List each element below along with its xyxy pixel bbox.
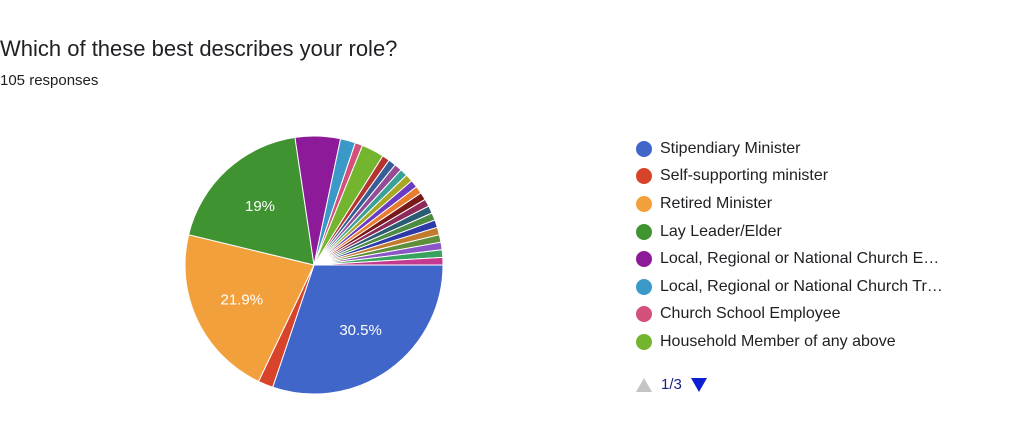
chart-legend: Stipendiary Minister Self-supporting mini…: [636, 135, 943, 356]
legend-swatch: [636, 140, 652, 157]
triangle-down-icon[interactable]: [690, 377, 707, 392]
pie-slice[interactable]: [184, 234, 315, 383]
legend-swatch: [636, 333, 652, 350]
legend-swatch: [636, 306, 652, 323]
legend-swatch: [636, 278, 652, 295]
response-count: 105 responses: [0, 72, 99, 89]
legend-swatch: [636, 251, 652, 268]
legend-item: Lay Leader/Elder: [636, 218, 943, 246]
legend-label: Lay Leader/Elder: [660, 222, 782, 240]
triangle-up-icon[interactable]: [636, 377, 652, 392]
pie-chart: 30.5% 21.9% 19%: [184, 135, 444, 395]
pager-label: 1/3: [661, 376, 682, 393]
legend-item: Church School Employee: [636, 301, 943, 329]
pie-slice[interactable]: [188, 136, 315, 266]
slice-percent-label: 19%: [245, 198, 275, 215]
legend-label: Retired Minister: [660, 194, 773, 212]
slice-percent-label: 21.9%: [221, 291, 264, 308]
legend-label: Local, Regional or National Church E…: [660, 250, 940, 268]
legend-item: Self-supporting minister: [636, 163, 943, 191]
legend-item: Local, Regional or National Church E…: [636, 245, 943, 273]
legend-swatch: [636, 168, 652, 185]
legend-label: Stipendiary Minister: [660, 139, 801, 157]
legend-item: Stipendiary Minister: [636, 135, 943, 163]
legend-label: Local, Regional or National Church Tr…: [660, 277, 943, 295]
legend-item: Retired Minister: [636, 190, 943, 218]
legend-swatch: [636, 223, 652, 240]
pie-slice[interactable]: [272, 264, 444, 395]
slice-percent-label: 30.5%: [339, 322, 382, 339]
legend-label: Household Member of any above: [660, 332, 896, 350]
legend-item: Household Member of any above: [636, 328, 943, 356]
legend-item: Local, Regional or National Church Tr…: [636, 273, 943, 301]
legend-label: Self-supporting minister: [660, 167, 829, 185]
legend-swatch: [636, 195, 652, 212]
question-title: Which of these best describes your role?: [0, 36, 398, 61]
pie-slice[interactable]: [313, 256, 444, 266]
legend-pager: 1/3: [636, 376, 707, 393]
legend-label: Church School Employee: [660, 305, 841, 323]
